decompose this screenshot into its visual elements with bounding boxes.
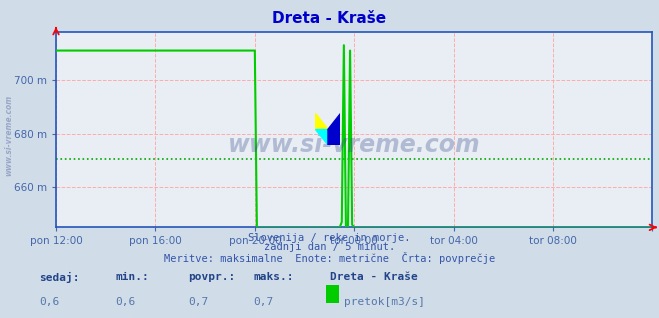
Text: sedaj:: sedaj: (40, 272, 80, 283)
Text: 0,7: 0,7 (254, 297, 274, 307)
Text: Dreta - Kraše: Dreta - Kraše (272, 11, 387, 26)
Text: Dreta - Kraše: Dreta - Kraše (330, 272, 417, 282)
Text: zadnji dan / 5 minut.: zadnji dan / 5 minut. (264, 242, 395, 252)
Text: min.:: min.: (115, 272, 149, 282)
Text: Slovenija / reke in morje.: Slovenija / reke in morje. (248, 233, 411, 243)
Polygon shape (328, 114, 341, 145)
Text: povpr.:: povpr.: (188, 272, 235, 282)
Text: www.si-vreme.com: www.si-vreme.com (5, 94, 14, 176)
Text: pretok[m3/s]: pretok[m3/s] (344, 297, 425, 307)
Text: Meritve: maksimalne  Enote: metrične  Črta: povprečje: Meritve: maksimalne Enote: metrične Črta… (164, 252, 495, 264)
Text: 0,6: 0,6 (40, 297, 60, 307)
Text: www.si-vreme.com: www.si-vreme.com (228, 133, 480, 157)
Polygon shape (316, 129, 328, 145)
Polygon shape (316, 114, 328, 129)
Text: maks.:: maks.: (254, 272, 294, 282)
Text: 0,6: 0,6 (115, 297, 136, 307)
Text: 0,7: 0,7 (188, 297, 208, 307)
